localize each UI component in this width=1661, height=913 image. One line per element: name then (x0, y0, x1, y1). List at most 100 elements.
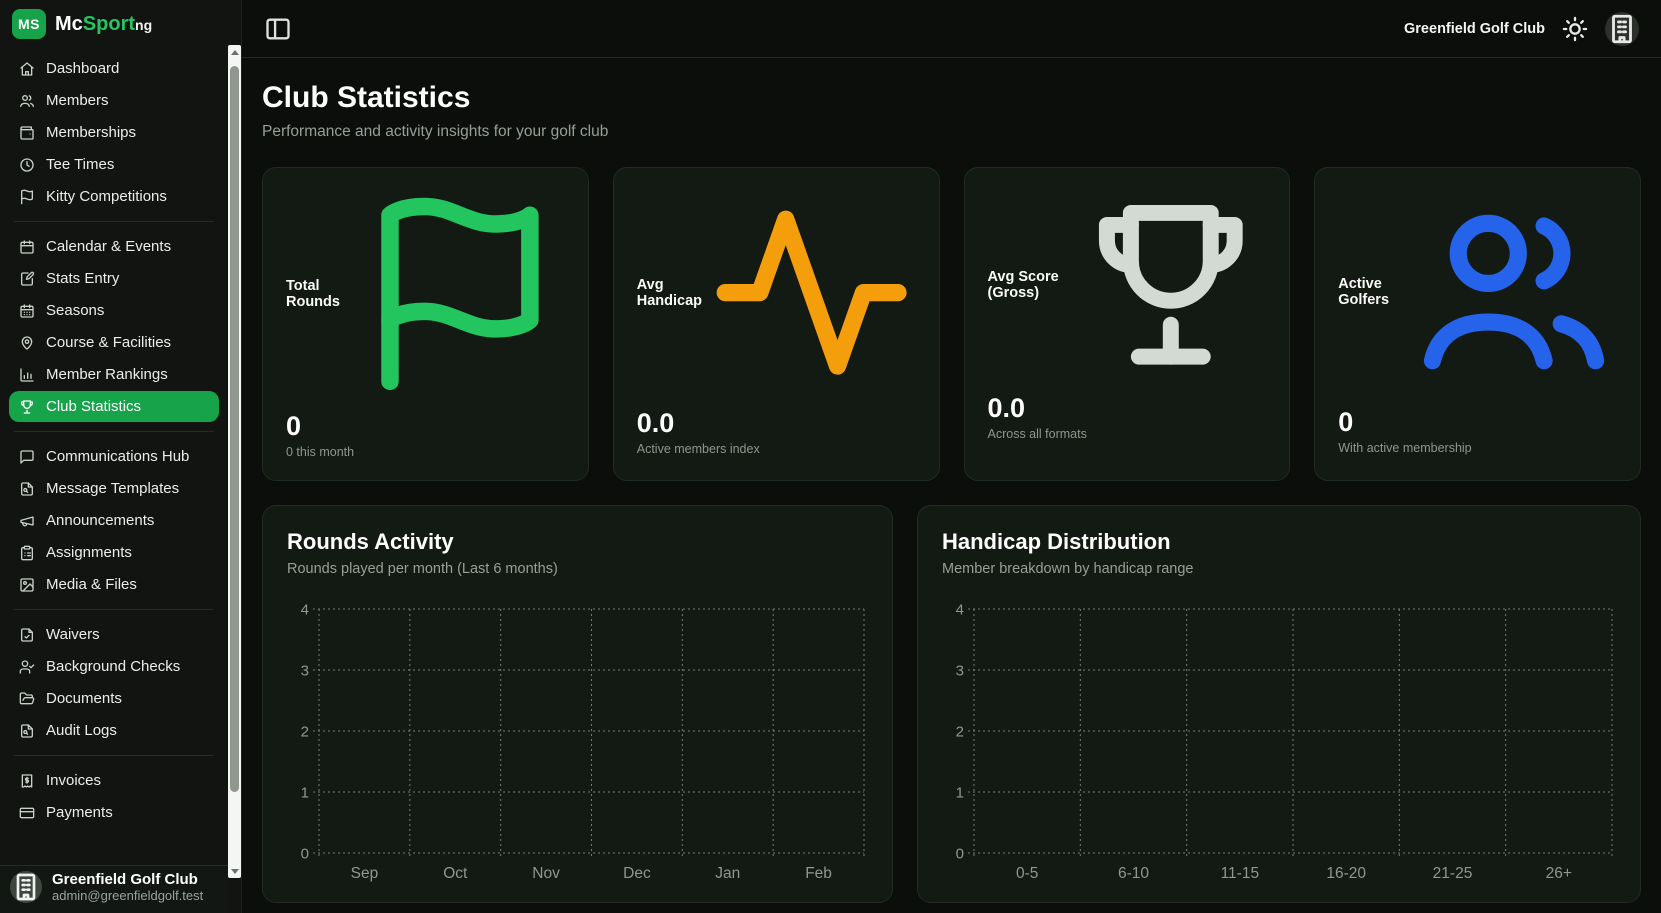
scrollbar-thumb[interactable] (230, 66, 239, 792)
sidebar-item-label: Members (46, 92, 109, 109)
sidebar-item-payments[interactable]: Payments (9, 797, 219, 828)
svg-text:Feb: Feb (805, 865, 832, 882)
sidebar-item-label: Calendar & Events (46, 238, 171, 255)
sidebar-item-label: Course & Facilities (46, 334, 171, 351)
sidebar-item-club-statistics[interactable]: Club Statistics (9, 391, 219, 422)
flag-icon (355, 189, 565, 399)
stat-card-active-golfers: Active Golfers 0 With active membership (1314, 167, 1641, 481)
sidebar-item-label: Stats Entry (46, 270, 119, 287)
sidebar-item-calendar-events[interactable]: Calendar & Events (9, 231, 219, 262)
sidebar-item-dashboard[interactable]: Dashboard (9, 53, 219, 84)
charts-row: Rounds Activity Rounds played per month … (262, 505, 1641, 903)
chart-title: Handicap Distribution (942, 529, 1616, 555)
sidebar-item-memberships[interactable]: Memberships (9, 117, 219, 148)
sidebar-scrollbar (228, 0, 241, 913)
map-pin-icon (19, 335, 35, 351)
stat-label: Avg Handicap (637, 277, 709, 309)
sidebar-item-label: Waivers (46, 626, 100, 643)
sidebar-toggle-button[interactable] (264, 15, 292, 43)
sidebar-item-label: Communications Hub (46, 448, 189, 465)
credit-card-icon (19, 805, 35, 821)
handicap-distribution-card: Handicap Distribution Member breakdown b… (917, 505, 1641, 903)
stat-subtext: Active members index (637, 442, 916, 456)
svg-text:Jan: Jan (715, 865, 740, 882)
sidebar-item-announcements[interactable]: Announcements (9, 505, 219, 536)
sidebar-item-tee-times[interactable]: Tee Times (9, 149, 219, 180)
page-title: Club Statistics (262, 80, 1641, 116)
sidebar-item-label: Background Checks (46, 658, 180, 675)
sidebar-item-message-templates[interactable]: Message Templates (9, 473, 219, 504)
receipt-icon (19, 773, 35, 789)
svg-text:Dec: Dec (623, 865, 651, 882)
sidebar-item-invoices[interactable]: Invoices (9, 765, 219, 796)
sidebar-item-documents[interactable]: Documents (9, 683, 219, 714)
svg-text:2: 2 (956, 723, 964, 740)
users-icon (19, 93, 35, 109)
footer-club-name: Greenfield Golf Club (52, 871, 203, 888)
svg-text:21-25: 21-25 (1433, 865, 1473, 882)
brand[interactable]: MS McSportng (0, 0, 228, 48)
main-area: Greenfield Golf Club Club Statistics Per… (241, 0, 1661, 913)
svg-text:11-15: 11-15 (1221, 865, 1260, 882)
sidebar-nav: Dashboard Members MembershipsTee TimesKitt… (0, 48, 228, 865)
sidebar-divider (14, 431, 214, 432)
users-icon (1411, 189, 1617, 395)
sidebar-footer[interactable]: Greenfield Golf Club admin@greenfieldgol… (0, 865, 228, 913)
trophy-icon (19, 399, 35, 415)
scroll-up-arrow-icon[interactable] (228, 45, 241, 59)
chart-subtitle: Rounds played per month (Last 6 months) (287, 561, 868, 577)
svg-text:4: 4 (301, 603, 309, 619)
sidebar-item-course-facilities[interactable]: Course & Facilities (9, 327, 219, 358)
flag-icon (19, 189, 35, 205)
svg-text:Sep: Sep (351, 865, 379, 882)
stat-label: Avg Score (Gross) (988, 269, 1075, 301)
org-menu-button[interactable] (1605, 12, 1639, 46)
scrollbar-track[interactable] (228, 45, 241, 878)
building-icon (10, 871, 42, 903)
page-content: Club Statistics Performance and activity… (242, 58, 1661, 913)
sidebar-item-label: Dashboard (46, 60, 119, 77)
sidebar-item-label: Seasons (46, 302, 104, 319)
sidebar-item-label: Member Rankings (46, 366, 168, 383)
sidebar-item-seasons[interactable]: Seasons (9, 295, 219, 326)
stat-value: 0.0 (988, 393, 1267, 423)
sidebar-item-audit-logs[interactable]: Audit Logs (9, 715, 219, 746)
sidebar-item-media-files[interactable]: Media & Files (9, 569, 219, 600)
svg-text:4: 4 (956, 603, 964, 619)
app-root: MS McSportng Dashboard Members Memberships… (0, 0, 1661, 913)
sidebar-item-members[interactable]: Members (9, 85, 219, 116)
theme-toggle-button[interactable] (1561, 15, 1589, 43)
stat-value: 0.0 (637, 408, 916, 438)
user-check-icon (19, 659, 35, 675)
sidebar-item-communications-hub[interactable]: Communications Hub (9, 441, 219, 472)
sidebar-item-waivers[interactable]: Waivers (9, 619, 219, 650)
mcsport-logo-icon: MS (12, 9, 46, 39)
stat-subtext: With active membership (1338, 441, 1617, 455)
wallet-icon (19, 125, 35, 141)
svg-text:2: 2 (301, 723, 309, 740)
scroll-down-arrow-icon[interactable] (228, 864, 241, 878)
topbar: Greenfield Golf Club (242, 0, 1661, 58)
sidebar: MS McSportng Dashboard Members Memberships… (0, 0, 228, 913)
sidebar-item-stats-entry[interactable]: Stats Entry (9, 263, 219, 294)
file-search-icon (19, 481, 35, 497)
sidebar-item-member-rankings[interactable]: Member Rankings (9, 359, 219, 390)
sidebar-item-label: Payments (46, 804, 113, 821)
file-search-icon (19, 723, 35, 739)
folder-open-icon (19, 691, 35, 707)
svg-text:1: 1 (301, 784, 309, 801)
sidebar-item-label: Announcements (46, 512, 154, 529)
sidebar-item-label: Assignments (46, 544, 132, 561)
calendar-icon (19, 239, 35, 255)
svg-text:Nov: Nov (532, 865, 560, 882)
panel-left-icon (264, 15, 292, 43)
sidebar-item-background-checks[interactable]: Background Checks (9, 651, 219, 682)
svg-text:0-5: 0-5 (1016, 865, 1038, 882)
stat-value: 0 (286, 411, 565, 441)
sidebar-item-assignments[interactable]: Assignments (9, 537, 219, 568)
handicap-distribution-chart: 012340-56-1011-1516-2021-2526+ (942, 603, 1616, 885)
sidebar-item-kitty-competitions[interactable]: Kitty Competitions (9, 181, 219, 212)
chart-column-icon (19, 367, 35, 383)
svg-text:0: 0 (301, 845, 309, 862)
svg-text:16-20: 16-20 (1326, 865, 1366, 882)
